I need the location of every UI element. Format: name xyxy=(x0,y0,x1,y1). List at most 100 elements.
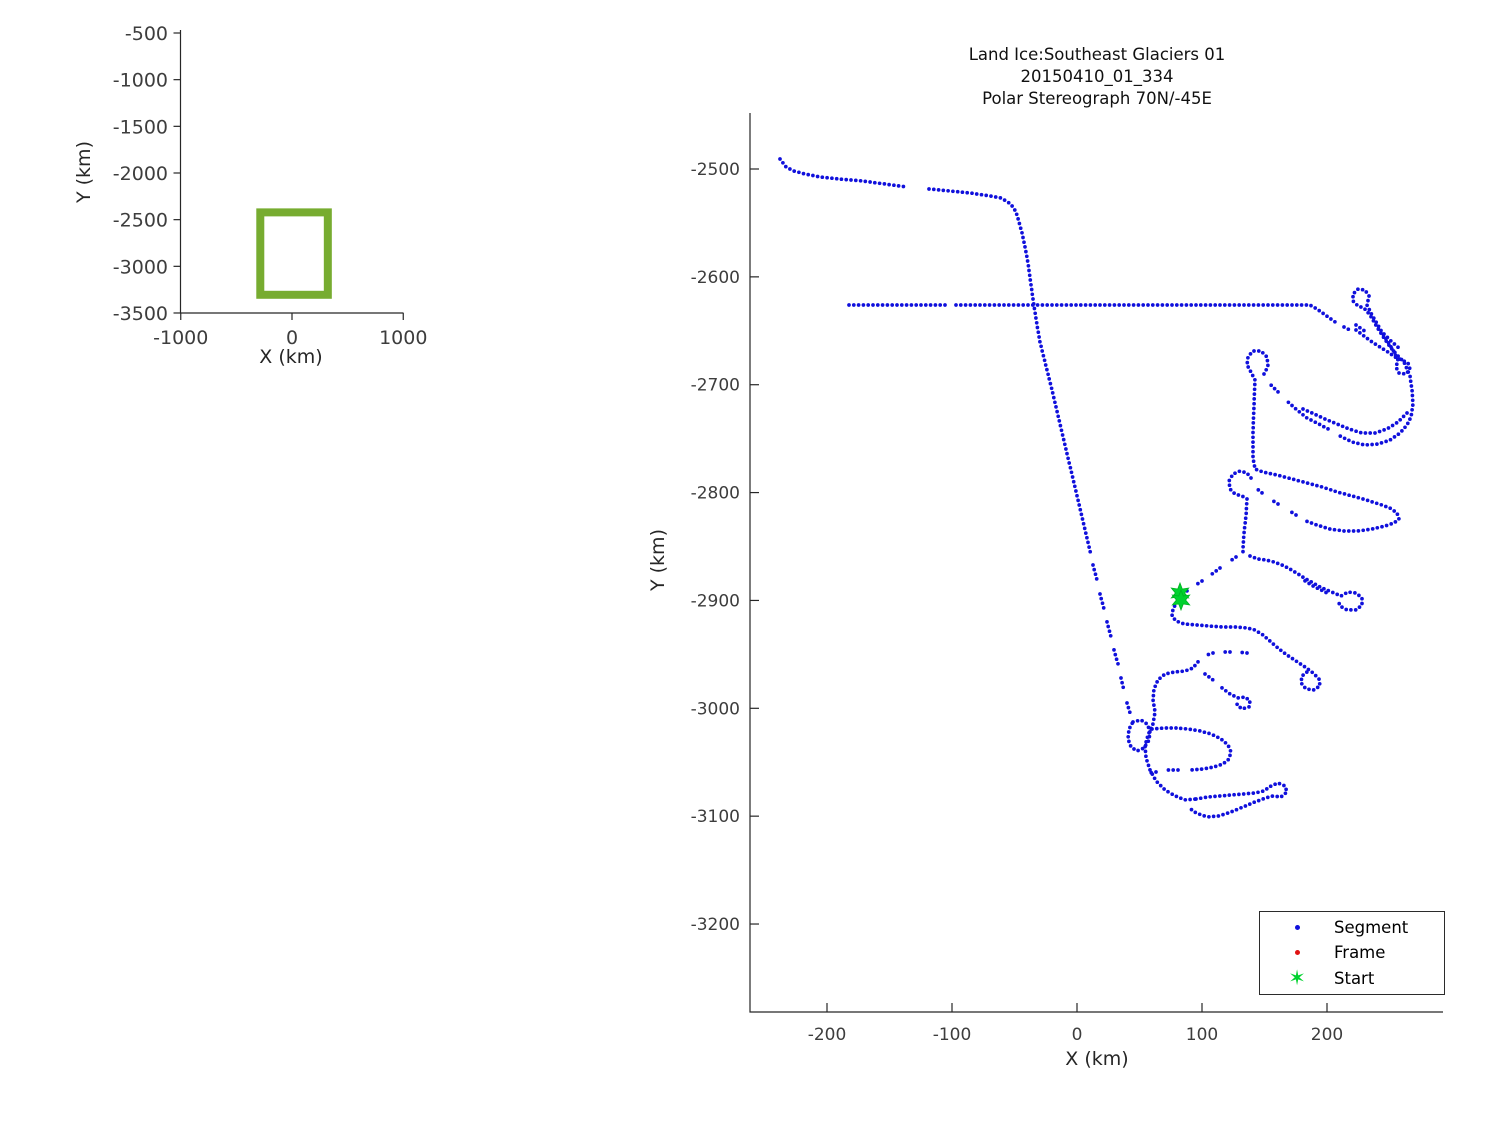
segment-dot xyxy=(1051,395,1056,400)
segment-dot xyxy=(895,303,899,307)
segment-dot xyxy=(1261,797,1266,801)
segment-dot xyxy=(1241,540,1246,544)
segment-dot xyxy=(783,164,788,169)
segment-dot xyxy=(1144,754,1148,759)
segment-dot xyxy=(1196,581,1200,586)
segment-dot xyxy=(1208,303,1213,307)
segment-dot xyxy=(1037,335,1041,339)
segment-dot xyxy=(1245,696,1250,701)
segment-dot xyxy=(1245,651,1249,655)
segment-dot xyxy=(1367,307,1372,312)
segment-dot xyxy=(1313,673,1318,678)
overview-x-axis-label: X (km) xyxy=(259,346,323,368)
segment-dot xyxy=(1151,693,1156,698)
main-y-tick-label: -2700 xyxy=(691,376,740,396)
segment-dot xyxy=(1227,303,1232,307)
segment-dot xyxy=(1028,278,1033,282)
segment-dot xyxy=(1328,487,1333,492)
segment-dot xyxy=(1362,328,1366,333)
segment-dot xyxy=(1242,530,1246,535)
segment-dot xyxy=(984,193,989,198)
main-y-tick-label: -3200 xyxy=(691,915,740,935)
segment-dot xyxy=(1305,409,1310,413)
overview-x-tick-label: 0 xyxy=(286,327,298,349)
segment-dot xyxy=(1256,630,1261,635)
segment-dot xyxy=(1353,608,1358,612)
segment-dot xyxy=(1130,721,1135,726)
segment-dot xyxy=(1237,792,1241,797)
segment-dot xyxy=(1054,303,1059,307)
segment-dot xyxy=(1353,591,1357,595)
segment-dot xyxy=(1227,483,1232,488)
segment-dot xyxy=(1232,491,1236,495)
segment-dot xyxy=(1365,303,1369,308)
segment-dot xyxy=(1162,787,1166,791)
segment-dot xyxy=(1126,705,1131,710)
segment-dot xyxy=(1230,809,1234,814)
segment-dot xyxy=(1377,344,1382,349)
segment-dot xyxy=(1278,648,1283,653)
segment-dot xyxy=(1035,325,1040,330)
overview-y-tick-label: -500 xyxy=(125,23,168,45)
segment-dot xyxy=(1251,411,1256,416)
segment-dot xyxy=(1401,414,1406,419)
segment-dot xyxy=(1040,349,1045,353)
segment-dot xyxy=(1241,544,1245,549)
segment-dot xyxy=(1226,744,1231,749)
segment-dot xyxy=(1351,440,1356,445)
segment-dot xyxy=(1226,757,1231,762)
segment-dot xyxy=(1217,794,1222,798)
segment-dot xyxy=(1329,317,1333,321)
legend-item-frame: Frame xyxy=(1260,941,1444,965)
main-axis-lines xyxy=(749,113,1443,1013)
segment-dot xyxy=(1409,412,1414,417)
segment-dot xyxy=(1058,423,1063,428)
segment-dot xyxy=(1050,303,1054,307)
overview-y-tick-label: -2500 xyxy=(113,210,168,232)
segment-dot xyxy=(1248,369,1253,374)
segment-dot xyxy=(1174,303,1179,307)
segment-dot xyxy=(1365,498,1370,503)
segment-dot xyxy=(1151,698,1155,703)
segment-dot xyxy=(1108,633,1113,638)
segment-dot xyxy=(871,303,875,307)
segment-dot xyxy=(1272,386,1277,391)
segment-dot xyxy=(1251,459,1256,464)
segment-dot xyxy=(1317,681,1322,686)
segment-dot xyxy=(1346,327,1351,332)
segment-dot xyxy=(1256,488,1261,492)
main-x-tick-label: -200 xyxy=(808,1025,847,1045)
segment-dot xyxy=(830,176,834,181)
segment-dot xyxy=(1270,303,1275,307)
segment-dot xyxy=(1220,737,1224,742)
title-line-2: 20150410_01_334 xyxy=(1020,67,1174,86)
segment-dot xyxy=(1359,305,1363,309)
segment-dot xyxy=(1027,273,1032,278)
overview-y-tick-label: -1500 xyxy=(113,116,168,138)
segment-dot xyxy=(1304,415,1309,420)
segment-dot xyxy=(1113,652,1118,657)
segment-dot xyxy=(1246,472,1250,477)
segment-dot xyxy=(1244,506,1249,511)
segment-dot xyxy=(1387,343,1391,347)
segment-dot xyxy=(1126,303,1131,307)
segment-dot xyxy=(1164,726,1169,730)
segment-dot xyxy=(1315,586,1320,591)
segment-dot xyxy=(1171,768,1176,772)
segment-dot xyxy=(1178,796,1183,801)
segment-dot xyxy=(1290,510,1294,515)
segment-dot xyxy=(1218,763,1223,767)
segment-dot xyxy=(1347,493,1351,498)
segment-dot xyxy=(1143,749,1148,754)
segment-dot xyxy=(1029,282,1033,287)
segment-dot xyxy=(1410,407,1414,412)
segment-dot xyxy=(1176,768,1180,772)
legend-item-segment: Segment xyxy=(1260,916,1444,940)
segment-dot xyxy=(1252,464,1257,468)
main-x-tick-label: 100 xyxy=(1186,1025,1218,1045)
segment-dot xyxy=(1309,521,1314,525)
overview-y-tick-label: -3000 xyxy=(113,256,168,278)
segment-dot xyxy=(1196,660,1200,664)
segment-dot xyxy=(1263,470,1268,475)
segment-dot xyxy=(1074,489,1078,493)
